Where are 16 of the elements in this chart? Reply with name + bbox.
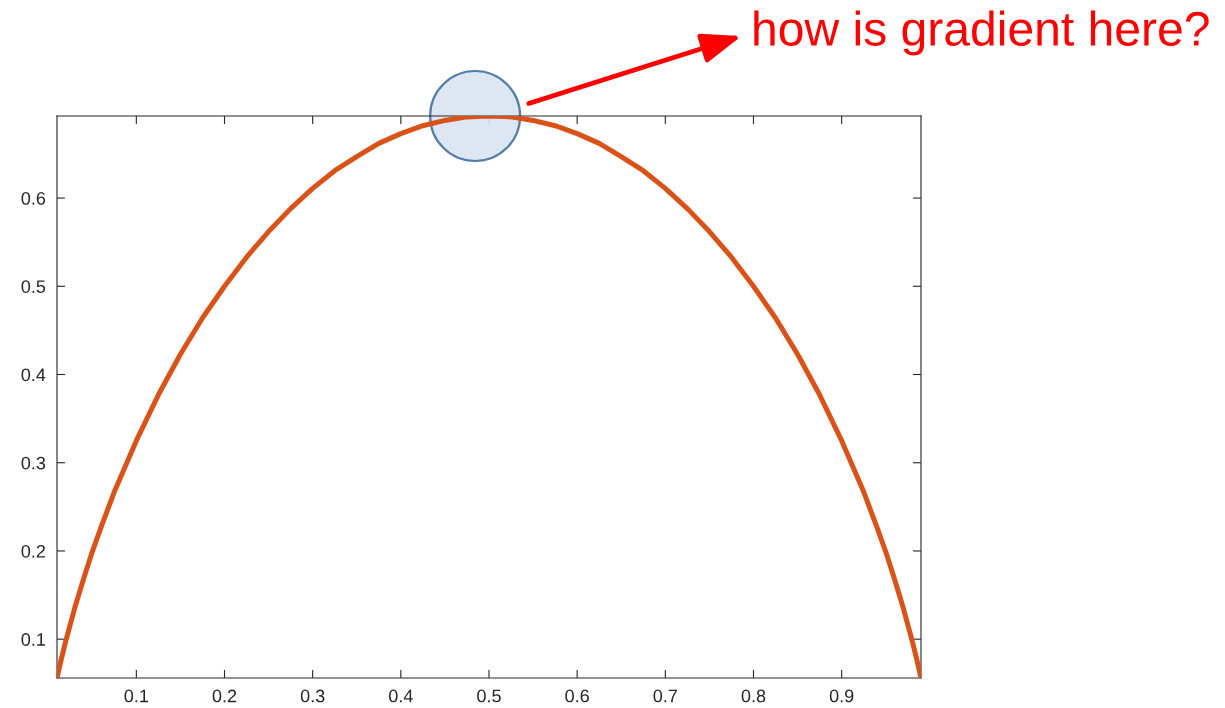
y-tick-label: 0.2 [21, 544, 45, 558]
x-tick-label: 0.5 [477, 689, 501, 703]
x-tick-label: 0.8 [741, 689, 766, 703]
x-tick-label: 0.2 [212, 689, 237, 703]
y-tick-label: 0.5 [21, 280, 46, 293]
x-tick-label: 0.1 [124, 689, 149, 703]
x-tick-label: 0.4 [388, 689, 413, 703]
y-tick-label: 0.4 [21, 368, 46, 382]
y-tick-label: 0.3 [21, 456, 46, 470]
x-tick-label: 0.3 [300, 689, 325, 703]
x-tick-label: 0.6 [565, 689, 589, 703]
x-tick-label: 0.7 [653, 689, 677, 703]
y-tick-label: 0.6 [21, 191, 46, 205]
x-tick-label: 0.9 [829, 689, 854, 703]
y-tick-label: 0.1 [21, 633, 46, 646]
text: how is gradient here? [754, 10, 1209, 56]
